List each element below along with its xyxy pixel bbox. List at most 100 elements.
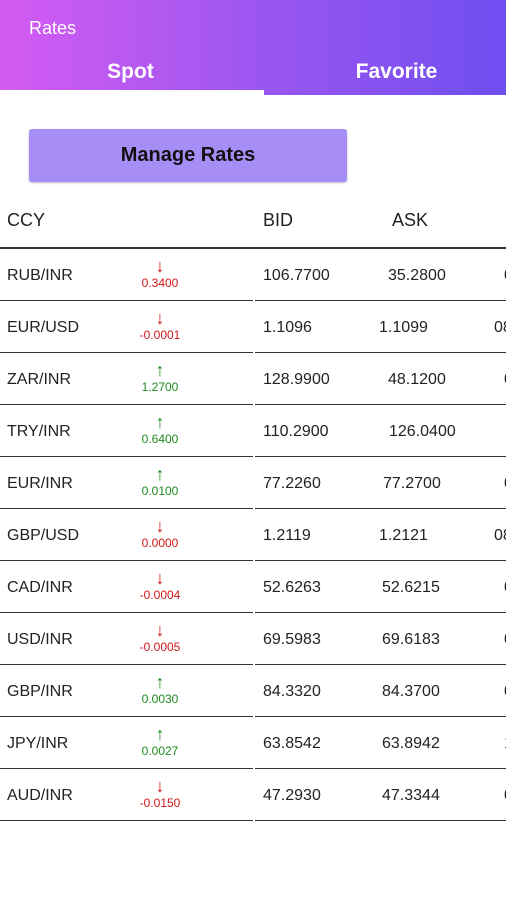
clipped-column-value: 0 — [504, 683, 506, 701]
clipped-column-value: 0 — [504, 631, 506, 649]
column-header-ask: ASK — [392, 210, 429, 230]
change-value: 0.0100 — [141, 484, 179, 498]
clipped-column-value: 0 — [504, 475, 506, 493]
currency-pair: CAD/INR — [7, 579, 73, 596]
currency-pair: USD/INR — [7, 631, 73, 648]
change-value: -0.0001 — [139, 328, 181, 342]
bid-value: 84.3320 — [263, 683, 321, 700]
bid-value: 69.5983 — [263, 631, 321, 648]
header-divider — [253, 195, 255, 247]
arrow-down-icon: ↓ — [155, 776, 165, 796]
clipped-column-value: 0 — [504, 371, 506, 389]
currency-pair: EUR/INR — [7, 475, 73, 492]
bid-value: 1.2119 — [263, 527, 311, 544]
table-row[interactable]: AUD/INR ↓-0.0150 47.2930 47.3344 0 — [0, 769, 506, 821]
arrow-up-icon: ↑ — [155, 412, 165, 432]
arrow-up-icon: ↑ — [155, 672, 165, 692]
bid-value: 63.8542 — [263, 735, 321, 752]
currency-pair: TRY/INR — [7, 423, 71, 440]
change-indicator: ↑ 0.6400 — [115, 413, 205, 446]
app-header: Rates Spot Favorite — [0, 0, 506, 95]
bid-value: 128.9900 — [263, 371, 330, 388]
column-header-ccy: CCY — [7, 210, 46, 230]
bid-value: 77.2260 — [263, 475, 321, 492]
change-value: 0.6400 — [141, 432, 179, 446]
ask-value: 63.8942 — [382, 735, 440, 752]
table-row[interactable]: USD/INR ↓-0.0005 69.5983 69.6183 0 — [0, 613, 506, 665]
manage-rates-button[interactable]: Manage Rates — [29, 129, 347, 182]
table-row[interactable]: ZAR/INR ↑1.2700 128.9900 48.1200 0 — [0, 353, 506, 405]
change-indicator: ↑ 0.0030 — [115, 673, 205, 706]
arrow-down-icon: ↓ — [155, 516, 165, 536]
change-indicator: ↓ -0.0001 — [115, 309, 205, 342]
clipped-column-value: 08 — [494, 527, 506, 544]
change-indicator: ↑ 0.0027 — [115, 725, 205, 758]
table-row[interactable]: EUR/USD ↓-0.0001 1.1096 1.1099 08 — [0, 301, 506, 353]
change-indicator: ↓ 0.3400 — [115, 257, 205, 290]
bid-value: 1.1096 — [263, 319, 312, 336]
arrow-down-icon: ↓ — [155, 308, 165, 328]
column-divider — [253, 665, 255, 717]
ask-value: 35.2800 — [388, 267, 446, 284]
table-row[interactable]: CAD/INR ↓-0.0004 52.6263 52.6215 0 — [0, 561, 506, 613]
change-value: -0.0005 — [139, 640, 181, 654]
bid-value: 52.6263 — [263, 579, 321, 596]
tab-favorite[interactable]: Favorite — [355, 60, 438, 83]
change-value: 0.0030 — [141, 692, 179, 706]
arrow-up-icon: ↑ — [155, 724, 165, 744]
clipped-column-value: 0 — [504, 787, 506, 805]
currency-pair: AUD/INR — [7, 787, 73, 804]
arrow-down-icon: ↓ — [155, 568, 165, 588]
arrow-up-icon: ↑ — [155, 360, 165, 380]
currency-pair: JPY/INR — [7, 735, 69, 752]
ask-value: 126.0400 — [389, 423, 456, 440]
change-indicator: ↑ 1.2700 — [115, 361, 205, 394]
change-indicator: ↓ 0.0000 — [115, 517, 205, 550]
rates-table: CCY BID ASK RUB/INR ↓ 0.3400 106.7700 35.280… — [0, 195, 506, 821]
change-value: 0.0000 — [141, 536, 179, 550]
clipped-column-value: 0 — [504, 267, 506, 285]
bid-value: 47.2930 — [263, 787, 321, 804]
clipped-column-value: 1 — [504, 735, 506, 753]
ask-value: 84.3700 — [382, 683, 440, 700]
currency-pair: GBP/USD — [7, 527, 80, 544]
change-value: 1.2700 — [141, 380, 179, 394]
currency-pair: GBP/INR — [7, 683, 73, 700]
column-divider — [253, 769, 255, 821]
table-row[interactable]: RUB/INR ↓0.3400 106.7700 35.2800 0 — [0, 249, 506, 301]
ask-value: 69.6183 — [382, 631, 440, 648]
ask-value: 77.2700 — [383, 475, 441, 492]
ask-value: 1.1099 — [379, 319, 428, 336]
table-body: RUB/INR↓0.3400106.770035.28000EUR/USD↓-0… — [0, 249, 506, 821]
ask-value: 52.6215 — [382, 579, 440, 596]
column-divider — [253, 405, 255, 457]
table-row[interactable]: JPY/INR ↑0.0027 63.8542 63.8942 1 — [0, 717, 506, 769]
currency-pair: ZAR/INR — [7, 371, 71, 388]
table-row[interactable]: GBP/USD ↓0.0000 1.2119 1.2121 08 — [0, 509, 506, 561]
arrow-down-icon: ↓ — [155, 620, 165, 640]
column-divider — [253, 717, 255, 769]
bid-value: 106.7700 — [263, 267, 330, 284]
ask-value: 48.1200 — [388, 371, 446, 388]
column-divider — [253, 457, 255, 509]
clipped-column-value: 08 — [494, 319, 506, 336]
table-row[interactable]: EUR/INR ↑0.0100 77.2260 77.2700 0 — [0, 457, 506, 509]
column-divider — [253, 613, 255, 665]
change-value: -0.0004 — [139, 588, 181, 602]
arrow-down-icon: ↓ — [155, 256, 165, 276]
arrow-up-icon: ↑ — [155, 464, 165, 484]
active-tab-indicator — [0, 90, 264, 95]
column-divider — [253, 509, 255, 561]
column-divider — [253, 301, 255, 353]
change-indicator: ↓ -0.0150 — [115, 777, 205, 810]
column-divider — [253, 249, 255, 301]
tab-spot[interactable]: Spot — [107, 60, 154, 83]
table-row[interactable]: TRY/INR ↑ 0.6400 110.2900 126.0400 — [0, 405, 506, 457]
change-indicator: ↑ 0.0100 — [115, 465, 205, 498]
table-row[interactable]: GBP/INR ↑0.0030 84.3320 84.3700 0 — [0, 665, 506, 717]
column-divider — [253, 353, 255, 405]
clipped-column-value: 0 — [504, 579, 506, 597]
currency-pair: EUR/USD — [7, 319, 80, 336]
ask-value: 1.2121 — [379, 527, 428, 544]
